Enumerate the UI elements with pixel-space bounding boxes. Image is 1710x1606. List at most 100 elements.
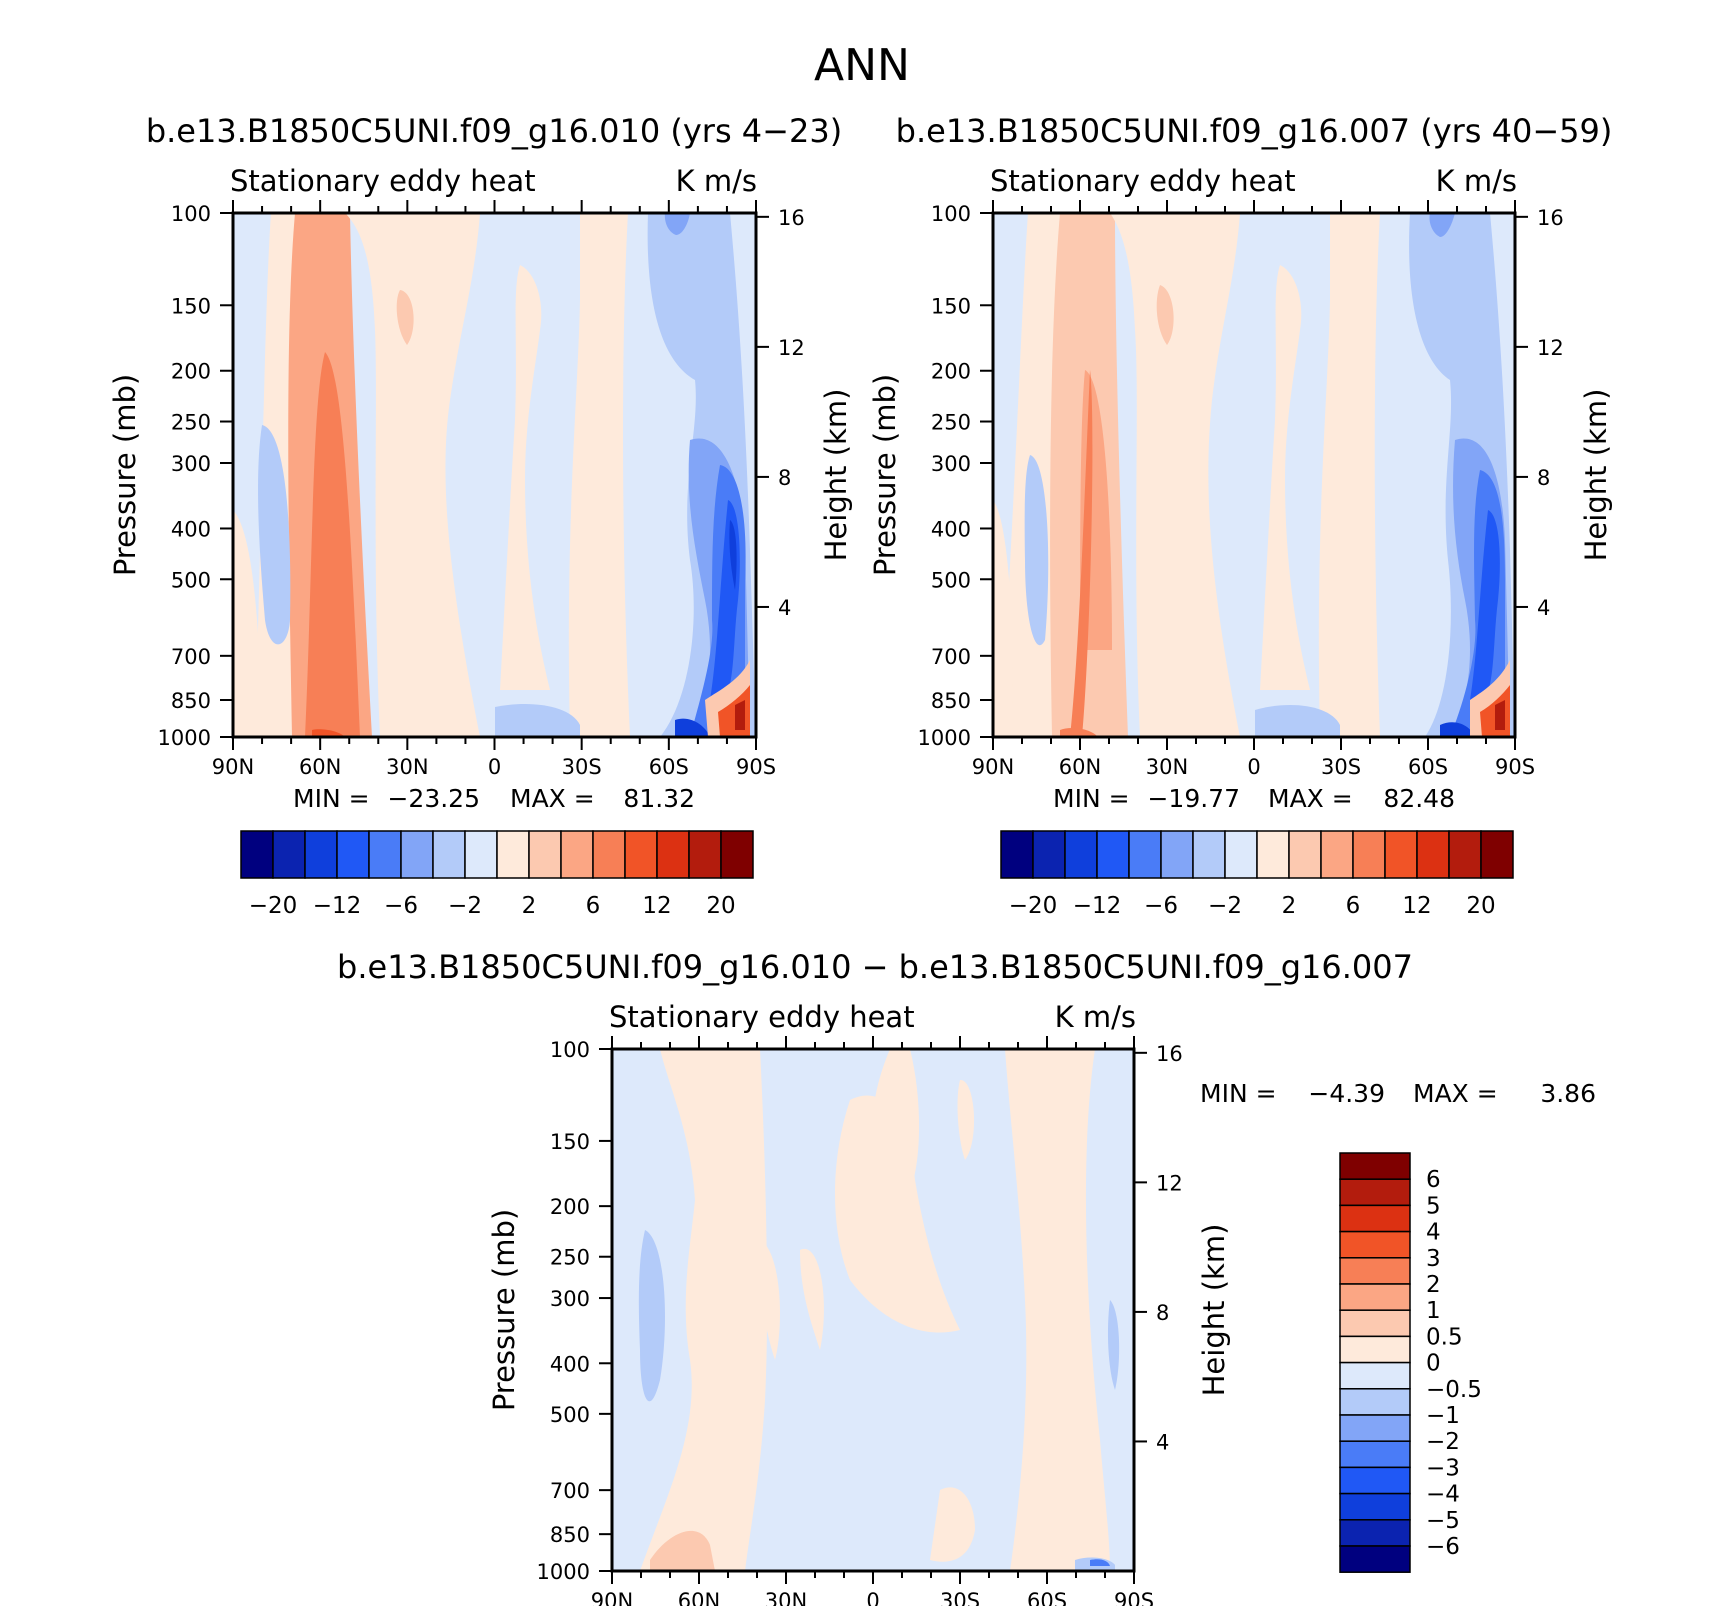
x-tick-label: 60N <box>299 755 341 779</box>
panel-3-y-ticks: 100 150 200 250 300 400 500 700 850 1000 <box>537 1038 612 1584</box>
panel-2-contour-field <box>993 213 1515 737</box>
panel-3-max-label: MAX = <box>1413 1079 1498 1108</box>
colorbar-swatch <box>688 830 722 879</box>
x-tick-label: 0 <box>866 1589 879 1606</box>
colorbar-label: 20 <box>706 893 735 919</box>
colorbar-swatch <box>1339 1309 1411 1338</box>
colorbar-swatch <box>1448 830 1482 879</box>
y2-tick-label: 8 <box>1537 466 1550 490</box>
colorbar-label: −2 <box>1426 1429 1460 1455</box>
y-tick-label: 850 <box>931 689 971 713</box>
colorbar-label: −6 <box>384 893 418 919</box>
x-tick-label: 60N <box>678 1589 720 1606</box>
colorbar-swatch <box>1000 830 1034 879</box>
panel-2-title: b.e13.B1850C5UNI.f09_g16.007 (yrs 40−59) <box>896 112 1613 150</box>
panel-2-max-value: 82.48 <box>1383 784 1455 813</box>
colorbar-swatch <box>304 830 338 879</box>
colorbar-swatch <box>1339 1361 1411 1390</box>
panel-2-max-label: MAX = <box>1268 784 1353 813</box>
panel-1-ylabel2: Height (km) <box>819 389 853 562</box>
y-tick-label: 850 <box>550 1523 590 1547</box>
y-tick-label: 150 <box>550 1130 590 1154</box>
y-tick-label: 500 <box>550 1403 590 1427</box>
colorbar-label: 0 <box>1426 1351 1441 1377</box>
panel-1-y2-ticks: 16 12 8 4 <box>756 206 805 620</box>
colorbar-swatch <box>1339 1492 1411 1521</box>
x-tick-label: 90N <box>972 755 1014 779</box>
y-tick-label: 200 <box>931 360 971 384</box>
colorbar-swatch <box>1339 1257 1411 1285</box>
colorbar-swatch <box>1128 830 1162 879</box>
colorbar-label: −4 <box>1426 1482 1460 1508</box>
colorbar-swatch <box>1480 830 1514 879</box>
panel-2-y-ticks: 100 150 200 250 300 400 500 700 850 1000 <box>918 202 993 750</box>
y-tick-label: 100 <box>550 1038 590 1062</box>
y-tick-label: 150 <box>171 294 211 318</box>
y2-tick-label: 8 <box>1156 1301 1169 1325</box>
colorbar-swatch <box>1339 1519 1411 1547</box>
panel-2-colorbar: −20 −12 −6 −2 2 6 12 20 <box>1000 830 1514 919</box>
x-tick-label: 30N <box>765 1589 807 1606</box>
y2-tick-label: 4 <box>1156 1430 1169 1454</box>
panel-1-min-label: MIN = <box>293 784 370 813</box>
colorbar-label: 6 <box>1346 893 1361 919</box>
colorbar-label: −20 <box>1009 893 1058 919</box>
colorbar-label: 2 <box>522 893 537 919</box>
panel-2-min-label: MIN = <box>1053 784 1130 813</box>
colorbar-label: −6 <box>1426 1534 1460 1560</box>
colorbar-label: −6 <box>1144 893 1178 919</box>
panel-3-min-label: MIN = <box>1200 1079 1277 1108</box>
y-tick-label: 150 <box>931 294 971 318</box>
y2-tick-label: 16 <box>1537 206 1564 230</box>
colorbar-label: 12 <box>1402 893 1431 919</box>
panel-2-ylabel2: Height (km) <box>1579 389 1613 562</box>
x-tick-label: 60S <box>649 755 689 779</box>
colorbar-swatch <box>1339 1204 1411 1233</box>
colorbar-swatch <box>400 830 434 879</box>
panel-1-max-label: MAX = <box>510 784 595 813</box>
y2-tick-label: 16 <box>778 206 805 230</box>
y-tick-label: 300 <box>931 452 971 476</box>
x-tick-label: 30N <box>386 755 428 779</box>
x-tick-label: 90S <box>736 755 776 779</box>
colorbar-swatch <box>1339 1388 1411 1416</box>
panel-2-y2-ticks: 16 12 8 4 <box>1515 206 1564 620</box>
x-tick-label: 60S <box>1408 755 1448 779</box>
colorbar-swatch <box>1320 830 1354 879</box>
panel-1-subtitle-right: K m/s <box>676 164 757 198</box>
y-tick-label: 100 <box>931 202 971 226</box>
colorbar-swatch <box>1352 830 1386 879</box>
y2-tick-label: 4 <box>778 596 791 620</box>
colorbar-swatch <box>560 830 594 879</box>
panel-3-ylabel2: Height (km) <box>1197 1224 1231 1397</box>
colorbar-swatch <box>1224 830 1258 879</box>
panel-2-subtitle-right: K m/s <box>1436 164 1517 198</box>
panel-3-contour-field <box>612 1049 1134 1571</box>
colorbar-label: 20 <box>1466 893 1495 919</box>
y-tick-label: 200 <box>171 360 211 384</box>
y2-tick-label: 12 <box>1156 1171 1183 1195</box>
x-tick-label: 30N <box>1146 755 1188 779</box>
x-tick-label: 90N <box>591 1589 633 1606</box>
panel-2: b.e13.B1850C5UNI.f09_g16.007 (yrs 40−59)… <box>868 112 1613 919</box>
x-tick-label: 90N <box>212 755 254 779</box>
colorbar-swatch <box>1192 830 1226 879</box>
colorbar-swatch <box>1032 830 1066 879</box>
colorbar-swatch <box>240 830 274 879</box>
colorbar-label: 3 <box>1426 1246 1441 1272</box>
y-tick-label: 1000 <box>918 726 971 750</box>
colorbar-label: −3 <box>1426 1455 1460 1481</box>
colorbar-label: 6 <box>586 893 601 919</box>
x-tick-label: 90S <box>1495 755 1535 779</box>
y-tick-label: 300 <box>550 1287 590 1311</box>
panel-3-x-ticks: 90N 60N 30N 0 30S 60S 90S <box>591 1036 1154 1606</box>
panel-1: b.e13.B1850C5UNI.f09_g16.010 (yrs 4−23) … <box>108 112 853 919</box>
colorbar-swatch <box>368 830 402 879</box>
y2-tick-label: 12 <box>778 336 805 360</box>
panel-1-contour-field <box>233 213 756 737</box>
panel-3-y2-ticks: 16 12 8 4 <box>1134 1042 1183 1454</box>
x-tick-label: 30S <box>1321 755 1361 779</box>
colorbar-swatch <box>1416 830 1450 879</box>
panel-3-subtitle-right: K m/s <box>1055 1000 1136 1034</box>
